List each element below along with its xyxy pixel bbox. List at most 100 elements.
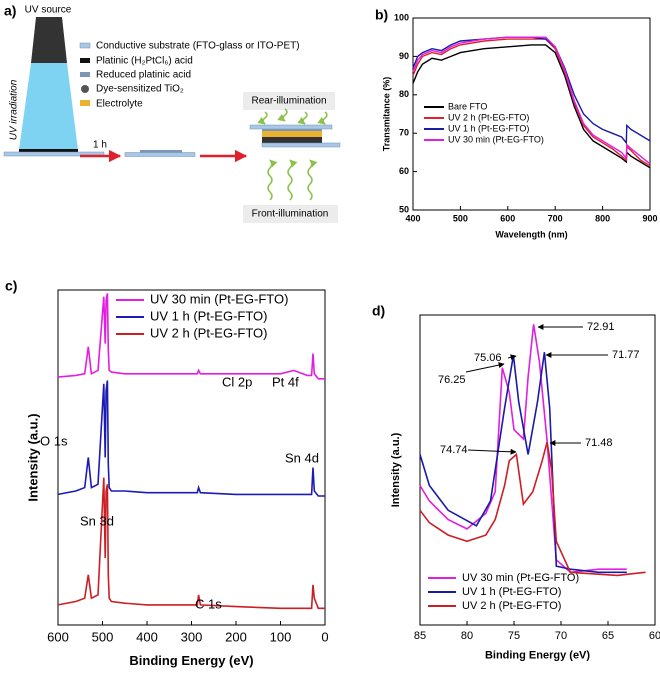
legend-label: UV 30 min (Pt-EG-FTO) (150, 291, 288, 306)
x-tick-label: 80 (461, 630, 473, 642)
x-tick-label: 700 (548, 213, 563, 223)
legend-label: UV 1 h (Pt-EG-FTO) (462, 586, 561, 598)
legend-swatch (80, 58, 90, 63)
annotation: Sn 3d (80, 513, 114, 528)
reduced-layer (140, 150, 182, 153)
x-tick-label: 0 (321, 629, 328, 644)
series-line (419, 441, 646, 577)
y-axis-label: Transmitance (%) (381, 77, 391, 152)
light-arrow (267, 159, 278, 201)
x-tick-label: 200 (225, 629, 247, 644)
legend-label: UV 1 h (Pt-EG-FTO) (448, 123, 529, 133)
x-tick-label: 85 (414, 630, 426, 642)
front-label: Front-illumination (252, 209, 329, 220)
x-tick-label: 60 (649, 630, 660, 642)
annotation: 76.25 (438, 374, 466, 386)
panel-label: b) (375, 7, 388, 23)
legend-swatch (81, 85, 89, 93)
annotation-arrow (465, 362, 505, 373)
cell-substrate (249, 124, 333, 130)
light-arrow (287, 159, 298, 201)
cell-substrate (261, 142, 341, 148)
cell-electrolyte (262, 131, 322, 137)
y-tick-label: 70 (399, 128, 409, 138)
legend-label: Bare FTO (448, 101, 487, 111)
x-tick-label: 100 (270, 629, 292, 644)
series-line (419, 324, 627, 574)
light-arrow (297, 111, 308, 125)
panel-label: a) (4, 3, 16, 19)
legend-label: UV 1 h (Pt-EG-FTO) (150, 308, 268, 323)
time-label: 1 h (93, 140, 107, 151)
legend-swatch (80, 100, 90, 106)
series-line (57, 477, 325, 610)
x-axis-label: Binding Energy (eV) (485, 650, 590, 662)
annotation: O 1s (40, 433, 68, 448)
legend-text: Platinic (H₂PtCl₆) acid (96, 56, 193, 67)
annotation: 72.91 (587, 321, 615, 333)
x-tick-label: 600 (500, 213, 515, 223)
substrate (124, 152, 196, 157)
schematic: a) UV source UV irradiation Conductive s… (3, 3, 341, 223)
uv-irradiation-label: UV irradiation (9, 79, 20, 140)
legend-swatch (79, 42, 91, 49)
light-arrow (277, 108, 288, 122)
x-tick-label: 900 (642, 213, 657, 223)
panel-label: c) (5, 278, 17, 294)
x-axis-label: Binding Energy (eV) (129, 653, 253, 668)
x-tick-label: 300 (181, 629, 203, 644)
light-arrow (317, 111, 328, 125)
y-tick-label: 60 (399, 166, 409, 176)
annotation-arrow (507, 354, 517, 361)
x-axis-label: Wavelength (nm) (495, 230, 567, 240)
x-tick-label: 75 (508, 630, 520, 642)
x-tick-label: 70 (555, 630, 567, 642)
uv-beam (19, 63, 78, 150)
x-tick-label: 800 (595, 213, 610, 223)
y-tick-label: 80 (399, 89, 409, 99)
x-tick-label: 600 (47, 629, 69, 644)
y-tick-label: 50 (399, 204, 409, 214)
illumination-arrows (257, 108, 328, 201)
cell-layer (262, 129, 322, 131)
annotation: C 1s (195, 596, 222, 611)
legend-label: UV 2 h (Pt-EG-FTO) (448, 112, 529, 122)
legend-swatch (80, 72, 90, 77)
annotation: 71.77 (612, 349, 640, 361)
x-tick-label: 500 (453, 213, 468, 223)
series-line (57, 293, 325, 380)
rear-box (243, 92, 335, 110)
legend-text: Conductive substrate (FTO-glass or ITO-P… (96, 41, 300, 52)
front-box (243, 205, 338, 223)
annotation: Sn 4d (285, 450, 319, 465)
legend-label: UV 30 min (Pt-EG-FTO) (462, 572, 579, 584)
annotation: 71.48 (585, 437, 613, 449)
plot-frame (419, 314, 656, 626)
legend-label: UV 2 h (Pt-EG-FTO) (462, 600, 561, 612)
y-axis-label: Intensity (a.u.) (25, 413, 40, 501)
annotation-arrow (467, 448, 517, 455)
legend-text: Dye-sensitized TiO₂ (96, 84, 184, 95)
series-line (412, 36, 651, 165)
panel-label: d) (372, 303, 385, 319)
cell-tio2 (262, 137, 322, 143)
y-tick-label: 90 (399, 51, 409, 61)
legend-label: UV 30 min (Pt-EG-FTO) (448, 134, 544, 144)
x-tick-label: 400 (136, 629, 158, 644)
rear-label: Rear-illumination (251, 96, 326, 107)
y-tick-label: 100 (394, 12, 409, 22)
uv-source-label: UV source (25, 5, 72, 16)
series-line (419, 352, 627, 574)
light-arrow (307, 159, 318, 201)
x-tick-label: 400 (405, 213, 420, 223)
annotation: 74.74 (440, 444, 468, 456)
y-axis-label: Intensity (a.u.) (390, 432, 402, 507)
annotation: Pt 4f (272, 374, 299, 389)
uv-source (31, 17, 67, 63)
legend-label: UV 2 h (Pt-EG-FTO) (150, 325, 268, 340)
annotation: Cl 2p (222, 374, 252, 389)
legend-text: Electrolyte (96, 99, 143, 110)
x-tick-label: 500 (92, 629, 114, 644)
substrate (3, 151, 105, 157)
